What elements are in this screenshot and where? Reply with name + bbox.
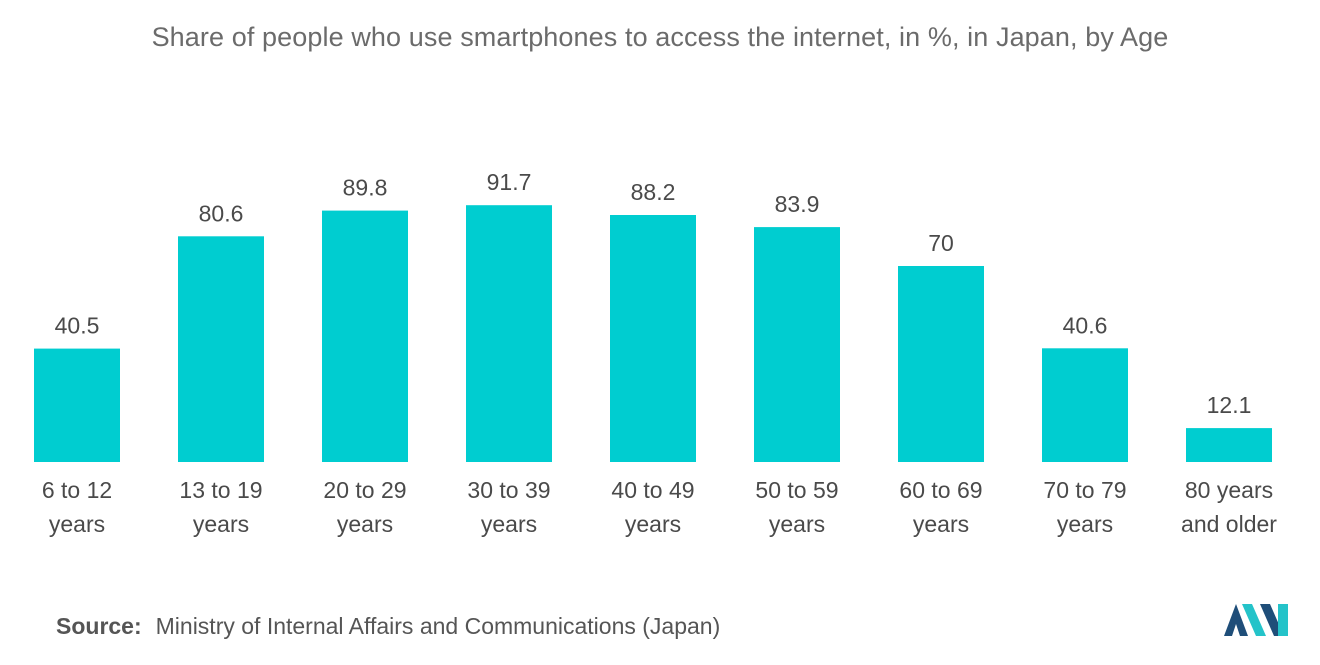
value-labels-group: 40.5 80.6 89.8 91.7 88.2 83.9 70 40.6 12.1 bbox=[55, 169, 1252, 418]
category-label: 80 years bbox=[1185, 477, 1273, 503]
category-label: 60 to 69 bbox=[899, 477, 982, 503]
category-label: 50 to 59 bbox=[755, 477, 838, 503]
bar-value-label: 40.5 bbox=[55, 313, 100, 339]
bar-chart: 40.5 80.6 89.8 91.7 88.2 83.9 70 40.6 12.1 6 to … bbox=[34, 169, 1277, 537]
category-label: 40 to 49 bbox=[611, 477, 694, 503]
category-label: 6 to 12 bbox=[42, 477, 112, 503]
logo-middle-stroke bbox=[1242, 604, 1266, 636]
bar-value-label: 83.9 bbox=[775, 191, 820, 217]
logo-right-bar bbox=[1278, 604, 1288, 636]
category-label: 13 to 19 bbox=[179, 477, 262, 503]
category-label: years bbox=[481, 511, 537, 537]
bars-group bbox=[34, 205, 1272, 462]
category-label: years bbox=[193, 511, 249, 537]
category-label: years bbox=[625, 511, 681, 537]
category-label: years bbox=[1057, 511, 1113, 537]
bar-value-label: 80.6 bbox=[199, 200, 244, 226]
category-label: 20 to 29 bbox=[323, 477, 406, 503]
bar-value-label: 91.7 bbox=[487, 169, 532, 195]
bar bbox=[34, 348, 120, 462]
bar bbox=[898, 266, 984, 462]
bar bbox=[466, 205, 552, 462]
bar-value-label: 70 bbox=[928, 230, 954, 256]
bar bbox=[1042, 348, 1128, 462]
brand-logo-icon bbox=[1224, 604, 1288, 636]
category-label: 30 to 39 bbox=[467, 477, 550, 503]
bar-value-label: 12.1 bbox=[1207, 392, 1252, 418]
bar-value-label: 89.8 bbox=[343, 175, 388, 201]
bar bbox=[178, 236, 264, 462]
category-label: years bbox=[769, 511, 825, 537]
bar bbox=[610, 215, 696, 462]
bar bbox=[1186, 428, 1272, 462]
category-label: years bbox=[913, 511, 969, 537]
category-label: and older bbox=[1181, 511, 1277, 537]
category-label: years bbox=[337, 511, 393, 537]
source-prefix: Source: bbox=[56, 613, 142, 639]
chart-title: Share of people who use smartphones to a… bbox=[151, 22, 1169, 52]
source-line: Source: Ministry of Internal Affairs and … bbox=[56, 613, 720, 640]
bar-value-label: 40.6 bbox=[1063, 312, 1108, 338]
category-labels-group: 6 to 12 years 13 to 19 years 20 to 29 years 30… bbox=[42, 477, 1277, 537]
bar bbox=[754, 227, 840, 462]
logo-left-stroke bbox=[1224, 604, 1248, 636]
bar-value-label: 88.2 bbox=[631, 179, 676, 205]
category-label: 70 to 79 bbox=[1043, 477, 1126, 503]
source-text: Ministry of Internal Affairs and Communi… bbox=[155, 613, 721, 639]
bar bbox=[322, 210, 408, 462]
category-label: years bbox=[49, 511, 105, 537]
